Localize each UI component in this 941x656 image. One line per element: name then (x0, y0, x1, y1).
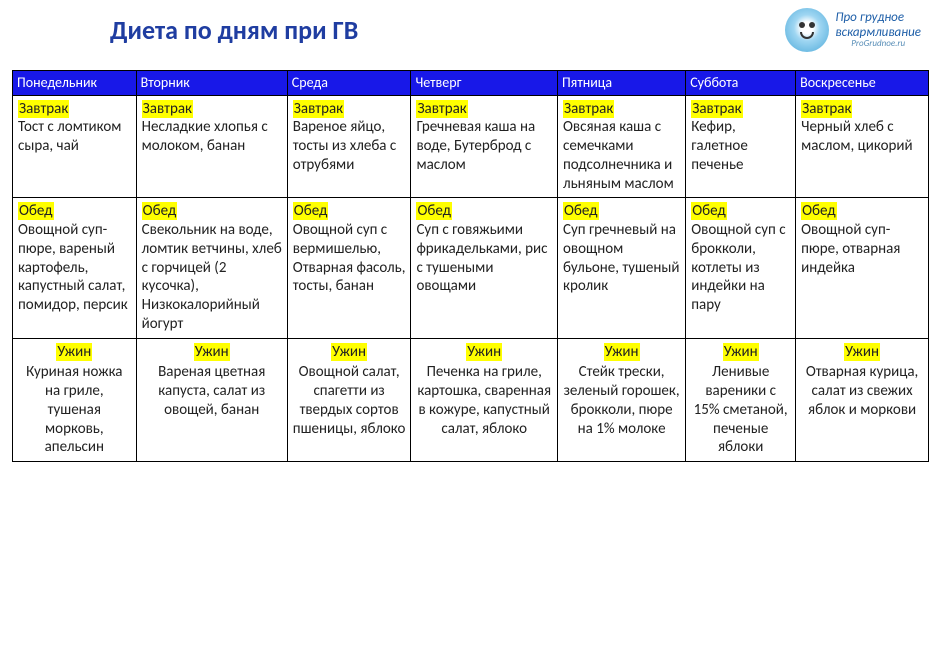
meal-text: Черный хлеб с маслом, цикорий (801, 118, 913, 155)
breakfast-row: ЗавтракТост с ломтиком сыра, чай Завтрак… (13, 95, 929, 198)
meal-cell: УжинСтейк трески, зеленый горошек, брокк… (557, 338, 685, 462)
header-row: Понедельник Вторник Среда Четверг Пятниц… (13, 71, 929, 96)
meal-text: Овощной салат, спагетти из твердых сорто… (293, 363, 406, 437)
meal-text: Стейк трески, зеленый горошек, брокколи,… (564, 363, 680, 437)
meal-cell: ОбедОвощной суп с брокколи, котлеты из и… (686, 198, 796, 338)
meal-label: Обед (691, 202, 727, 220)
meal-label: Ужин (194, 343, 230, 362)
day-header: Вторник (136, 71, 287, 96)
meal-label: Завтрак (563, 100, 614, 118)
meal-text: Несладкие хлопья с молоком, банан (142, 118, 268, 155)
meal-cell: ОбедОвощной суп-пюре, вареный картофель,… (13, 198, 137, 338)
meal-label: Завтрак (18, 100, 69, 118)
meal-cell: ОбедОвощной суп с вермишелью, Отварная ф… (287, 198, 411, 338)
meal-label: Ужин (466, 343, 502, 362)
meal-cell: ЗавтракТост с ломтиком сыра, чай (13, 95, 137, 198)
meal-cell: ЗавтракКефир, галетное печенье (686, 95, 796, 198)
diet-table: Понедельник Вторник Среда Четверг Пятниц… (12, 70, 929, 462)
meal-cell: ОбедОвощной суп-пюре, отварная индейка (796, 198, 929, 338)
meal-text: Тост с ломтиком сыра, чай (18, 118, 121, 155)
day-header: Среда (287, 71, 411, 96)
meal-cell: УжинВареная цветная капуста, салат из ов… (136, 338, 287, 462)
dinner-row: УжинКуриная ножка на гриле, тушеная морк… (13, 338, 929, 462)
meal-label: Обед (416, 202, 452, 220)
meal-text: Ленивые вареники с 15% сметаной, печеные… (694, 363, 788, 456)
day-header: Пятница (557, 71, 685, 96)
meal-text: Печенка на гриле, картошка, сваренная в … (417, 363, 551, 437)
meal-label: Завтрак (293, 100, 344, 118)
meal-label: Завтрак (142, 100, 193, 118)
meal-text: Свекольник на воде, ломтик ветчины, хлеб… (142, 221, 282, 333)
meal-text: Овощной суп с вермишелью, Отварная фасол… (293, 221, 406, 295)
logo-icon (785, 8, 829, 52)
day-header: Четверг (411, 71, 558, 96)
meal-text: Вареная цветная капуста, салат из овощей… (158, 363, 265, 419)
meal-text: Кефир, галетное печенье (691, 118, 748, 174)
day-header: Воскресенье (796, 71, 929, 96)
meal-text: Гречневая каша на воде, Бутерброд с масл… (416, 118, 535, 174)
meal-label: Завтрак (801, 100, 852, 118)
meal-label: Ужин (56, 343, 92, 362)
meal-label: Обед (18, 202, 54, 220)
meal-label: Ужин (844, 343, 880, 362)
meal-text: Отварная курица, салат из свежих яблок и… (806, 363, 919, 419)
meal-cell: ЗавтракГречневая каша на воде, Бутерброд… (411, 95, 558, 198)
meal-text: Суп с говяжьими фрикадельками, рис с туш… (416, 221, 547, 295)
meal-label: Обед (563, 202, 599, 220)
meal-cell: УжинОвощной салат, спагетти из твердых с… (287, 338, 411, 462)
day-header: Суббота (686, 71, 796, 96)
meal-label: Ужин (331, 343, 367, 362)
page-header: Диета по дням при ГВ Про грудное вскармл… (12, 8, 929, 52)
meal-label: Ужин (723, 343, 759, 362)
site-logo: Про грудное вскармливание ProGrudnoe.ru (785, 8, 921, 52)
meal-text: Суп гречневый на овощном бульоне, тушены… (563, 221, 680, 295)
meal-cell: ЗавтракНесладкие хлопья с молоком, банан (136, 95, 287, 198)
meal-label: Завтрак (416, 100, 467, 118)
meal-text: Овощной суп-пюре, отварная индейка (801, 221, 900, 277)
meal-text: Овощной суп с брокколи, котлеты из индей… (691, 221, 785, 314)
meal-label: Обед (142, 202, 178, 220)
meal-cell: ОбедСуп с говяжьими фрикадельками, рис с… (411, 198, 558, 338)
meal-cell: УжинЛенивые вареники с 15% сметаной, печ… (686, 338, 796, 462)
meal-cell: УжинОтварная курица, салат из свежих ябл… (796, 338, 929, 462)
page-title: Диета по дням при ГВ (110, 14, 358, 46)
lunch-row: ОбедОвощной суп-пюре, вареный картофель,… (13, 198, 929, 338)
meal-label: Обед (801, 202, 837, 220)
meal-text: Вареное яйцо, тосты из хлеба с отрубями (293, 118, 396, 174)
meal-text: Куриная ножка на гриле, тушеная морковь,… (26, 363, 122, 456)
meal-label: Завтрак (691, 100, 742, 118)
meal-text: Овсяная каша с семечками подсолнечника и… (563, 118, 674, 192)
logo-text-1: Про грудное (835, 11, 921, 25)
meal-cell: ЗавтракВареное яйцо, тосты из хлеба с от… (287, 95, 411, 198)
meal-cell: УжинПеченка на гриле, картошка, сваренна… (411, 338, 558, 462)
meal-cell: ОбедСуп гречневый на овощном бульоне, ту… (557, 198, 685, 338)
meal-cell: ЗавтракЧерный хлеб с маслом, цикорий (796, 95, 929, 198)
meal-cell: ЗавтракОвсяная каша с семечками подсолне… (557, 95, 685, 198)
meal-label: Обед (293, 202, 329, 220)
meal-text: Овощной суп-пюре, вареный картофель, кап… (18, 221, 128, 314)
meal-label: Ужин (604, 343, 640, 362)
meal-cell: УжинКуриная ножка на гриле, тушеная морк… (13, 338, 137, 462)
meal-cell: ОбедСвекольник на воде, ломтик ветчины, … (136, 198, 287, 338)
day-header: Понедельник (13, 71, 137, 96)
